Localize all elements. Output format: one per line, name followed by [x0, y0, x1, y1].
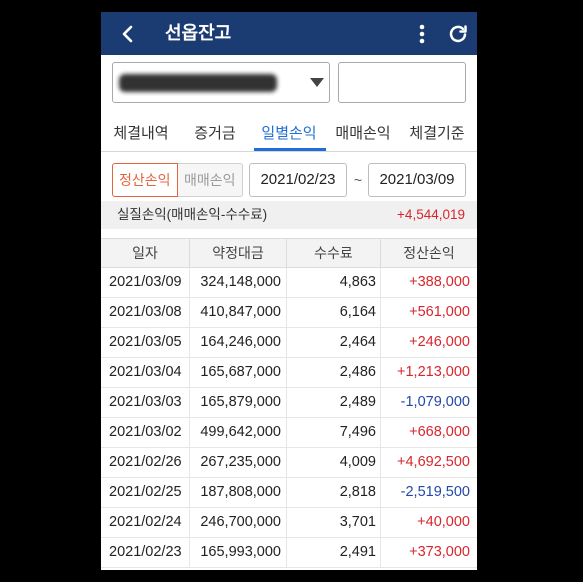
- date-from-field[interactable]: 2021/02/23: [249, 163, 347, 197]
- column-header-settlement-pnl: 정산손익: [403, 245, 455, 261]
- cell-contract-amount: 267,235,000: [190, 448, 287, 477]
- cell-settlement-pnl: +561,000: [409, 304, 470, 320]
- account-select[interactable]: [112, 62, 330, 103]
- more-vertical-icon[interactable]: [415, 22, 429, 46]
- cell-date: 2021/02/25: [101, 478, 190, 507]
- cell-date: 2021/02/26: [101, 448, 190, 477]
- cell-fee: 2,818: [287, 478, 381, 507]
- table-row: 2021/03/03 165,879,000 2,489 -1,079,000: [101, 388, 477, 418]
- account-number-redacted: [119, 74, 277, 92]
- table-row: 2021/02/25 187,808,000 2,818 -2,519,500: [101, 478, 477, 508]
- cell-contract-amount: 410,847,000: [190, 298, 287, 327]
- cell-settlement-pnl: -2,519,500: [400, 484, 470, 500]
- trading-pnl-button[interactable]: 매매손익: [177, 163, 243, 197]
- tab-label: 일별손익: [261, 125, 317, 142]
- table-row: 2021/02/24 246,700,000 3,701 +40,000: [101, 508, 477, 538]
- cell-date: 2021/02/23: [101, 538, 190, 567]
- table-row: 2021/03/02 499,642,000 7,496 +668,000: [101, 418, 477, 448]
- date-range-separator: ~: [353, 172, 363, 188]
- cell-contract-amount: 164,246,000: [190, 328, 287, 357]
- cell-contract-amount: 324,148,000: [190, 268, 287, 297]
- password-field[interactable]: [338, 62, 466, 103]
- cell-settlement-pnl: +246,000: [409, 334, 470, 350]
- table-header: 일자 약정대금 수수료 정산손익: [101, 238, 477, 268]
- cell-date: 2021/03/04: [101, 358, 190, 387]
- table-body: 2021/03/09 324,148,000 4,863 +388,000 2021/0…: [101, 268, 477, 568]
- table-row: 2021/02/26 267,235,000 4,009 +4,692,500: [101, 448, 477, 478]
- cell-contract-amount: 165,879,000: [190, 388, 287, 417]
- cell-contract-amount: 165,687,000: [190, 358, 287, 387]
- cell-fee: 6,164: [287, 298, 381, 327]
- tab-trading-pnl[interactable]: 매매손익: [326, 120, 400, 151]
- app-bar: 선옵잔고: [101, 12, 477, 55]
- tab-label: 체결내역: [113, 125, 169, 142]
- summary-bar: 실질손익(매매손익-수수료) +4,544,019: [101, 201, 477, 229]
- cell-fee: 2,491: [287, 538, 381, 567]
- cell-contract-amount: 165,993,000: [190, 538, 287, 567]
- cell-fee: 4,009: [287, 448, 381, 477]
- caret-down-icon: [310, 78, 324, 87]
- table-row: 2021/03/04 165,687,000 2,486 +1,213,000: [101, 358, 477, 388]
- tab-execution-history[interactable]: 체결내역: [104, 120, 178, 151]
- column-header-date: 일자: [101, 239, 190, 267]
- table-row: 2021/03/05 164,246,000 2,464 +246,000: [101, 328, 477, 358]
- page-title: 선옵잔고: [165, 23, 232, 43]
- table-row: 2021/03/09 324,148,000 4,863 +388,000: [101, 268, 477, 298]
- summary-value: +4,544,019: [397, 207, 465, 222]
- tab-label: 증거금: [194, 125, 236, 142]
- table-row: 2021/02/23 165,993,000 2,491 +373,000: [101, 538, 477, 568]
- table-row: 2021/03/08 410,847,000 6,164 +561,000: [101, 298, 477, 328]
- settlement-pnl-button[interactable]: 정산손익: [112, 163, 178, 197]
- divider: [101, 151, 477, 152]
- column-header-contract-amount: 약정대금: [190, 239, 287, 267]
- chevron-left-icon[interactable]: [116, 22, 140, 46]
- cell-date: 2021/02/24: [101, 508, 190, 537]
- cell-contract-amount: 246,700,000: [190, 508, 287, 537]
- active-tab-indicator: [254, 148, 326, 151]
- cell-settlement-pnl: +4,692,500: [397, 454, 470, 470]
- cell-fee: 2,486: [287, 358, 381, 387]
- cell-contract-amount: 499,642,000: [190, 418, 287, 447]
- app-screen: 선옵잔고 체결내역 증거금 일별손익 매: [101, 12, 477, 570]
- cell-fee: 4,863: [287, 268, 381, 297]
- cell-settlement-pnl: -1,079,000: [400, 394, 470, 410]
- cell-fee: 7,496: [287, 418, 381, 447]
- cell-contract-amount: 187,808,000: [190, 478, 287, 507]
- tab-bar: 체결내역 증거금 일별손익 매매손익 체결기준: [104, 120, 474, 151]
- cell-date: 2021/03/02: [101, 418, 190, 447]
- cell-fee: 2,464: [287, 328, 381, 357]
- cell-settlement-pnl: +1,213,000: [397, 364, 470, 380]
- cell-settlement-pnl: +668,000: [409, 424, 470, 440]
- tab-margin[interactable]: 증거금: [178, 120, 252, 151]
- column-header-fee: 수수료: [287, 239, 381, 267]
- cell-date: 2021/03/08: [101, 298, 190, 327]
- cell-settlement-pnl: +388,000: [409, 274, 470, 290]
- cell-fee: 2,489: [287, 388, 381, 417]
- tab-execution-basis[interactable]: 체결기준: [400, 120, 474, 151]
- tab-label: 매매손익: [335, 125, 391, 142]
- date-to-field[interactable]: 2021/03/09: [368, 163, 466, 197]
- cell-date: 2021/03/09: [101, 268, 190, 297]
- tab-label: 체결기준: [409, 125, 465, 142]
- cell-settlement-pnl: +373,000: [409, 544, 470, 560]
- cell-settlement-pnl: +40,000: [417, 514, 470, 530]
- summary-label: 실질손익(매매손익-수수료): [117, 207, 268, 222]
- pnl-mode-toggle: 정산손익 매매손익: [112, 163, 243, 197]
- cell-date: 2021/03/05: [101, 328, 190, 357]
- cell-fee: 3,701: [287, 508, 381, 537]
- refresh-icon[interactable]: [446, 22, 470, 46]
- tab-daily-pnl[interactable]: 일별손익: [252, 120, 326, 151]
- cell-date: 2021/03/03: [101, 388, 190, 417]
